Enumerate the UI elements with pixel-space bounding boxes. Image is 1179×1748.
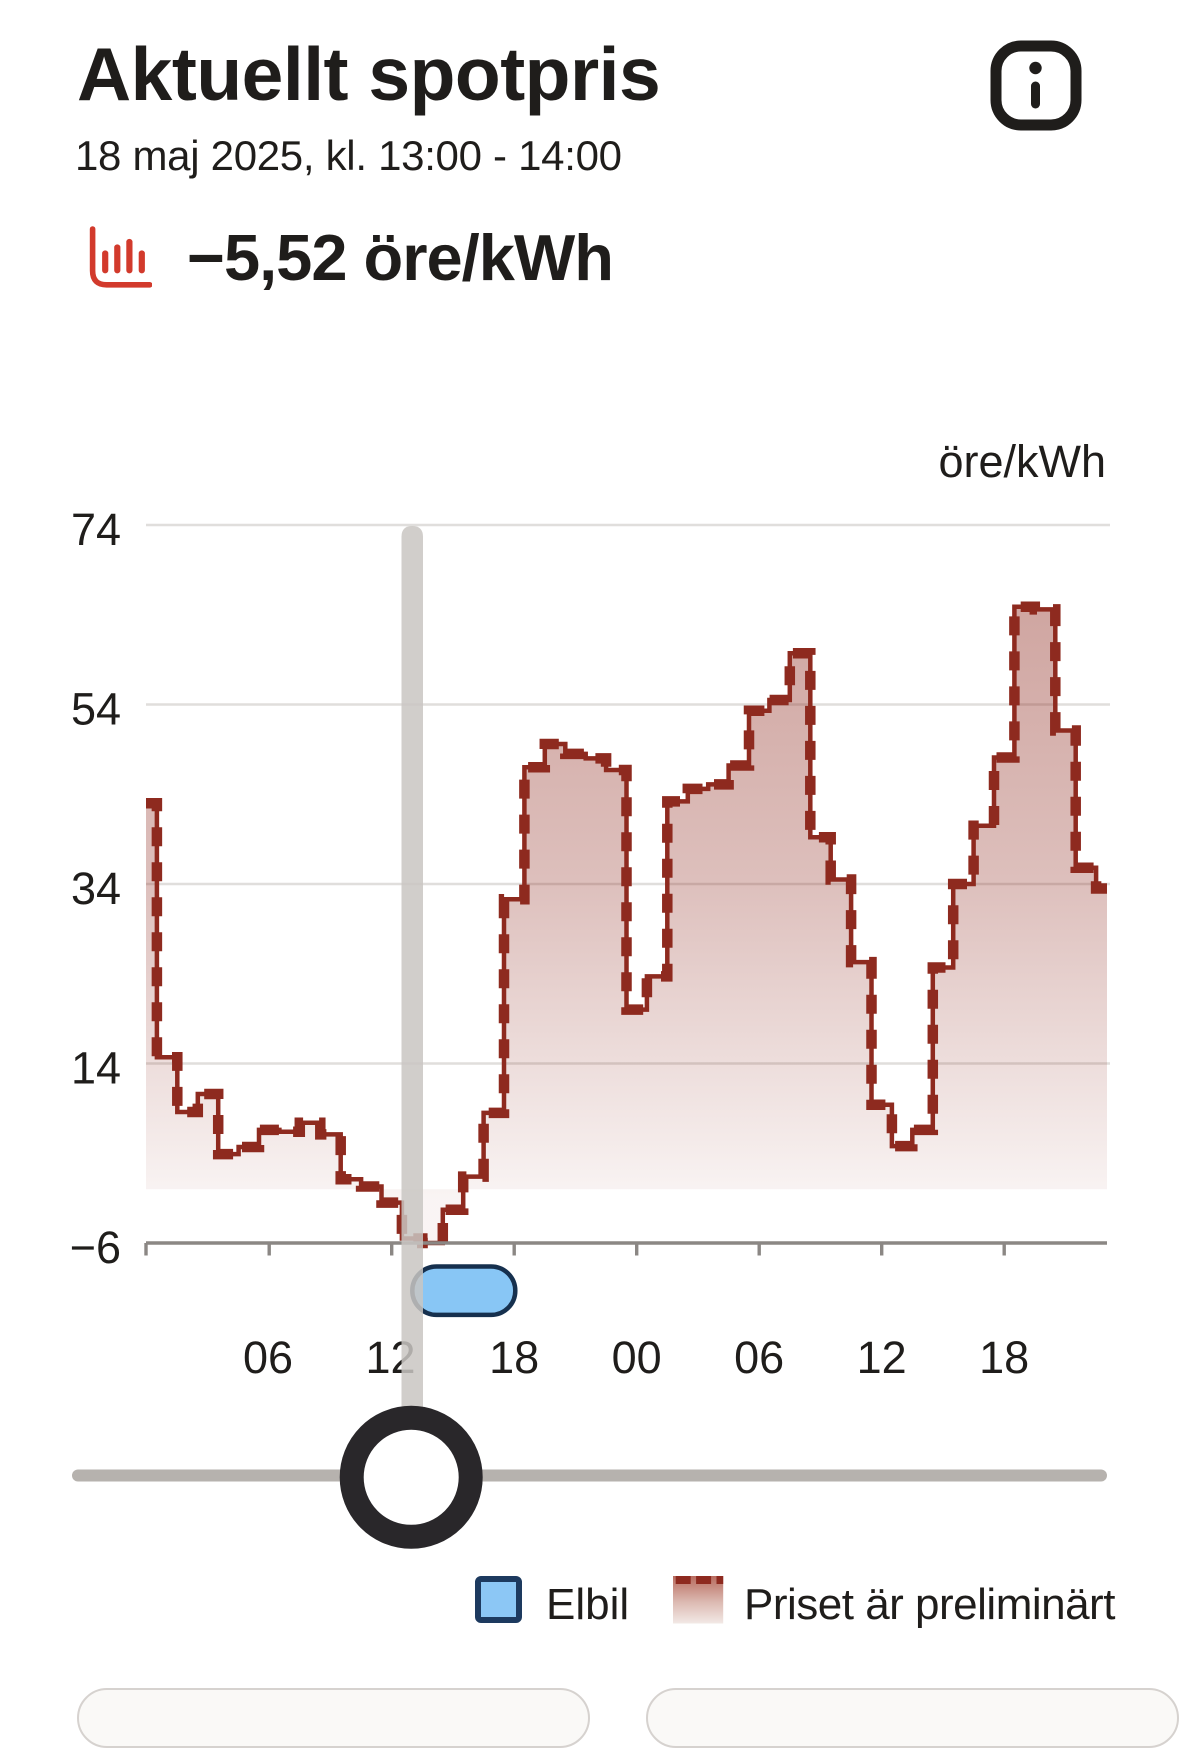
svg-text:18: 18: [489, 1332, 539, 1383]
svg-text:06: 06: [734, 1332, 784, 1383]
svg-text:74: 74: [71, 504, 121, 555]
svg-text:öre/kWh: öre/kWh: [938, 436, 1106, 487]
svg-text:12: 12: [857, 1332, 907, 1383]
svg-text:00: 00: [612, 1332, 662, 1383]
svg-text:14: 14: [71, 1043, 121, 1094]
svg-text:34: 34: [71, 863, 121, 914]
svg-text:−6: −6: [70, 1222, 121, 1273]
svg-text:18: 18: [979, 1332, 1029, 1383]
svg-text:54: 54: [71, 684, 121, 735]
svg-text:06: 06: [243, 1332, 293, 1383]
